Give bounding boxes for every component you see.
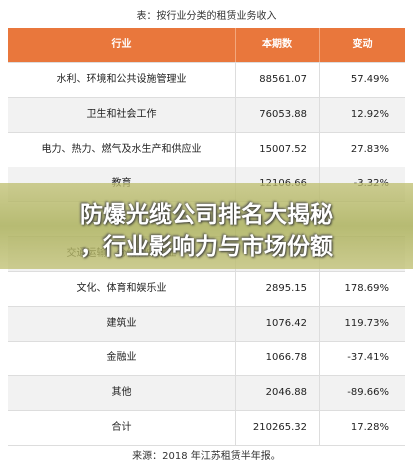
source: 来源：2018 年江苏租赁半年报。 — [132, 451, 281, 462]
table-cell: 15007.52 — [235, 132, 320, 167]
table-row: 卫生和社会工作 76053.88 12.92% — [8, 97, 405, 133]
table-row: 合计 210265.32 17.28% — [8, 411, 405, 446]
table-cell: 57.49% — [350, 74, 389, 85]
table-cell: -89.66% — [347, 387, 389, 399]
caption: 表：按行业分类的租赁业务收入 — [136, 11, 277, 22]
table-row: 电力、热力、燃气及水生产和供应业 15007.52 27.83% — [8, 132, 405, 168]
table-cell: 合计 — [8, 411, 236, 445]
table-cell: 金融业 — [8, 341, 236, 376]
table-cell: 1066.78 — [235, 341, 320, 376]
table-cell: 卫生和社会工作 — [8, 97, 236, 132]
table-cell: 变动 — [352, 39, 373, 50]
banner-line: ，行业影响力与市场份额 — [80, 234, 333, 260]
table-cell: 2046.88 — [235, 376, 320, 411]
table-cell: 210265.32 — [235, 411, 320, 445]
table-cell: 178.69% — [344, 282, 390, 294]
table-cell: 1076.42 — [235, 306, 320, 341]
table-cell: 建筑业 — [8, 306, 236, 341]
table-cell: 水利、环境和公共设施管理业 — [8, 63, 236, 97]
table-cell: -37.41% — [347, 352, 389, 364]
table-cell: 76053.88 — [235, 97, 320, 132]
table-cell: 119.73% — [344, 317, 390, 329]
table-cell: 27.83% — [350, 143, 389, 155]
table-cell: 其他 — [8, 376, 236, 411]
banner-line: 防爆光缆公司排名大揭秘 — [80, 202, 333, 228]
table-cell: 本期数 — [235, 28, 320, 62]
table-row: 金融业 1066.78 -37.41% — [8, 341, 405, 377]
table-cell: 文化、体育和娱乐业 — [8, 271, 236, 306]
table-cell: 12.92% — [350, 108, 389, 120]
table-cell: 17.28% — [350, 422, 389, 433]
table-cell: 行业 — [8, 28, 236, 62]
table-row: 行业 本期数 变动 — [8, 28, 405, 63]
table-row: 建筑业 1076.42 119.73% — [8, 306, 405, 342]
table-cell: 2895.15 — [235, 271, 320, 306]
table-row: 文化、体育和娱乐业 2895.15 178.69% — [8, 271, 405, 307]
table-row: 水利、环境和公共设施管理业 88561.07 57.49% — [8, 63, 405, 98]
banner: 防爆光缆公司排名大揭秘 ，行业影响力与市场份额 — [0, 183, 413, 269]
table-cell: 88561.07 — [235, 63, 320, 97]
table-row: 其他 2046.88 -89.66% — [8, 376, 405, 412]
table-cell: 电力、热力、燃气及水生产和供应业 — [8, 132, 236, 167]
